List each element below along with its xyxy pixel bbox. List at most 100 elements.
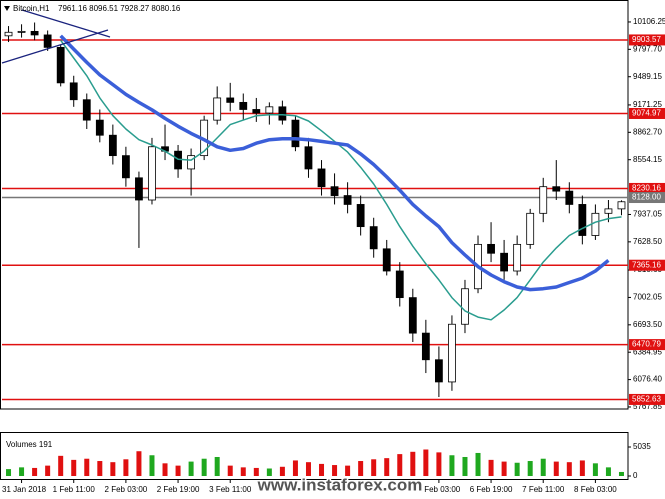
candle-body [17,30,26,33]
y-tick-label: 8862.70 [633,127,662,136]
level-label: 9074.97 [632,109,661,118]
x-tick-label: 2 Feb 03:00 [105,485,148,494]
volume-bar [514,462,520,476]
volume-bar [332,465,338,476]
candle-body [239,101,248,110]
x-tick-label: 3 Feb 11:00 [209,485,252,494]
x-tick-label: 1 Feb 11:00 [53,485,96,494]
level-label: 8128.00 [632,193,661,202]
candle-body [487,243,495,254]
level-label: 5852.63 [632,395,661,404]
volume-bar [553,461,559,476]
volume-bar [279,466,285,476]
candle-body [369,226,378,250]
candle-body [304,146,313,170]
candle-body [226,97,235,103]
candle-body [330,186,339,196]
level-label-box [629,107,665,119]
volume-bar [436,452,442,476]
volume-bar [292,460,298,476]
y-tick-label: 6693.50 [633,320,662,329]
volume-bar [110,462,116,476]
candle-body [108,134,117,157]
x-tick-label: 2 Feb 19:00 [157,485,200,494]
candle-body [356,204,365,228]
volume-tick-label: 5035 [633,442,651,451]
candle-body [526,212,535,245]
level-label: 7365.16 [632,260,661,269]
level-label-box [629,259,665,271]
level-label-box [629,182,665,194]
watermark: www.instaforex.com [257,475,423,494]
volume-tick-label: 0 [633,471,638,480]
volume-bar [6,469,12,476]
volume-bar [214,456,220,476]
y-tick-label: 7628.50 [633,237,662,246]
level-label-box [629,393,665,405]
candle-body [539,186,548,214]
candle-body [604,208,613,214]
volume-bar [345,465,351,476]
price-panel [0,0,629,410]
candle-body [448,323,456,383]
y-tick-label: 5767.85 [633,402,662,411]
level-label: 8230.16 [632,184,661,193]
volume-bar [227,465,233,476]
candle-body [395,270,404,299]
candle-body [43,34,52,48]
candle-body [552,186,561,192]
volume-bar [397,454,403,476]
volume-bar [488,459,494,476]
volume-bar [384,458,390,476]
candle-body [56,46,65,84]
trend-line [1,29,109,64]
volume-bar [266,468,272,476]
candle-body [252,109,261,114]
volume-bar [201,458,207,476]
volume-bar [32,467,38,476]
candle-body [317,168,326,188]
volume-bar [501,461,507,476]
candle-body [500,252,509,272]
level-label: 9903.57 [632,35,661,44]
candle-body [343,195,352,205]
candle-body [4,31,13,37]
volume-bar [371,459,377,476]
candle-body [30,30,39,36]
volume-bar [45,465,51,476]
volume-bar [175,465,181,476]
candle-body [148,146,156,201]
volume-bar [475,452,481,476]
symbol-icon [4,6,10,11]
volume-bar [71,459,77,476]
volume-bar [123,459,129,476]
y-tick-label: 7937.05 [633,210,662,219]
volume-bar [423,449,429,476]
candle-body [578,204,587,236]
candle-body [408,297,417,334]
volume-bar [253,467,259,476]
y-tick-label: 9797.70 [633,44,662,53]
candle-body [265,106,274,114]
volume-bar [449,455,455,476]
x-tick-label: 6 Feb 19:00 [470,485,513,494]
volume-bar [162,463,168,476]
candle-body [565,190,574,205]
moving-average [59,34,610,292]
trend-line [21,9,111,38]
volume-bar [579,460,585,476]
candle-body [461,288,469,325]
volume-bar [240,467,246,476]
candle-body [135,177,143,201]
volume-bar [540,458,546,476]
y-tick-label: 8554.15 [633,155,662,164]
level-label-box [629,34,665,46]
candle-body [591,212,600,236]
candle-body [434,359,443,383]
volume-title: Volumes 191 [6,440,53,449]
volume-bar [605,467,611,476]
volume-bar [19,467,25,476]
candle-body [69,82,78,101]
y-tick-label: 6384.95 [633,347,662,356]
